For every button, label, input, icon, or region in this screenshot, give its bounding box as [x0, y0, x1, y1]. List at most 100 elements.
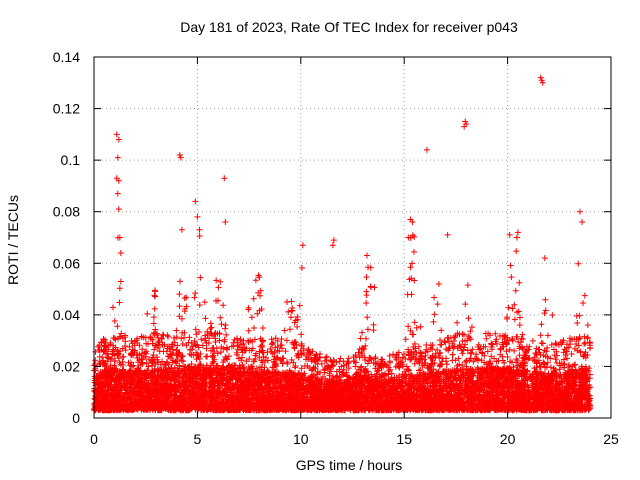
data-point [164, 332, 171, 339]
data-point [170, 350, 177, 357]
data-point [330, 374, 337, 381]
data-point [538, 321, 545, 328]
data-point [430, 318, 437, 325]
data-point [586, 365, 593, 372]
data-point [435, 281, 442, 288]
data-point [179, 341, 186, 348]
data-point [413, 324, 420, 331]
data-point [317, 369, 324, 376]
data-point [287, 314, 294, 321]
data-point [575, 336, 582, 343]
data-point [507, 262, 514, 269]
data-point [516, 322, 523, 329]
data-point [141, 349, 148, 356]
data-point [254, 310, 261, 317]
data-point [442, 339, 449, 346]
data-point [274, 338, 281, 345]
data-point [220, 359, 227, 366]
data-point [279, 360, 286, 367]
data-point [216, 337, 223, 344]
data-point [386, 352, 393, 359]
data-point [151, 292, 158, 299]
data-point [211, 348, 218, 355]
data-point [541, 360, 548, 367]
data-point [359, 329, 366, 336]
data-point [492, 330, 499, 337]
data-point [284, 299, 291, 306]
data-point [360, 345, 367, 352]
data-point [409, 260, 416, 267]
data-point [465, 315, 472, 322]
data-point [411, 340, 418, 347]
data-point [364, 314, 371, 321]
data-point [454, 362, 461, 369]
data-point [402, 355, 409, 362]
data-point [431, 311, 438, 318]
data-point [469, 346, 476, 353]
data-point [203, 345, 210, 352]
data-point [548, 341, 555, 348]
data-point [180, 358, 187, 365]
data-point [520, 355, 527, 362]
data-point [204, 353, 211, 360]
data-point [464, 347, 471, 354]
data-point [574, 320, 581, 327]
data-point [250, 358, 257, 365]
data-point [358, 363, 365, 370]
data-point [259, 325, 266, 332]
data-point [542, 307, 549, 314]
data-point [170, 335, 177, 342]
data-point [217, 278, 224, 285]
data-point [173, 334, 180, 341]
data-point [505, 304, 512, 311]
data-point [189, 343, 196, 350]
data-point [337, 355, 344, 362]
data-point [462, 341, 469, 348]
data-point [468, 324, 475, 331]
data-point [467, 328, 474, 335]
data-point [252, 277, 259, 284]
data-point [587, 344, 594, 351]
data-point [552, 356, 559, 363]
data-point [540, 359, 547, 366]
data-point [222, 322, 229, 329]
data-point [178, 335, 185, 342]
data-point [473, 351, 480, 358]
data-point [444, 334, 451, 341]
data-point [281, 327, 288, 334]
data-point [152, 293, 159, 300]
data-point [508, 274, 515, 281]
data-point [207, 347, 214, 354]
data-point [509, 305, 516, 312]
data-point [151, 305, 158, 312]
data-point [285, 308, 292, 315]
data-point [222, 325, 229, 332]
data-point [122, 347, 129, 354]
data-point [278, 335, 285, 342]
data-point [497, 351, 504, 358]
data-point [195, 344, 202, 351]
data-point [438, 327, 445, 334]
data-point [443, 361, 450, 368]
data-point [514, 309, 521, 316]
data-point [150, 320, 157, 327]
data-point [571, 345, 578, 352]
data-points [91, 74, 594, 414]
data-point [201, 299, 208, 306]
data-point [135, 359, 142, 366]
data-point [282, 348, 289, 355]
data-point [370, 321, 377, 328]
data-point [580, 299, 587, 306]
data-point [286, 326, 293, 333]
data-point [459, 350, 466, 357]
data-point [581, 340, 588, 347]
data-point [390, 351, 397, 358]
data-point [399, 354, 406, 361]
data-point [222, 354, 229, 361]
data-point [506, 346, 513, 353]
data-point [237, 336, 244, 343]
data-point [411, 319, 418, 326]
data-point [117, 278, 124, 285]
data-point [298, 365, 305, 372]
